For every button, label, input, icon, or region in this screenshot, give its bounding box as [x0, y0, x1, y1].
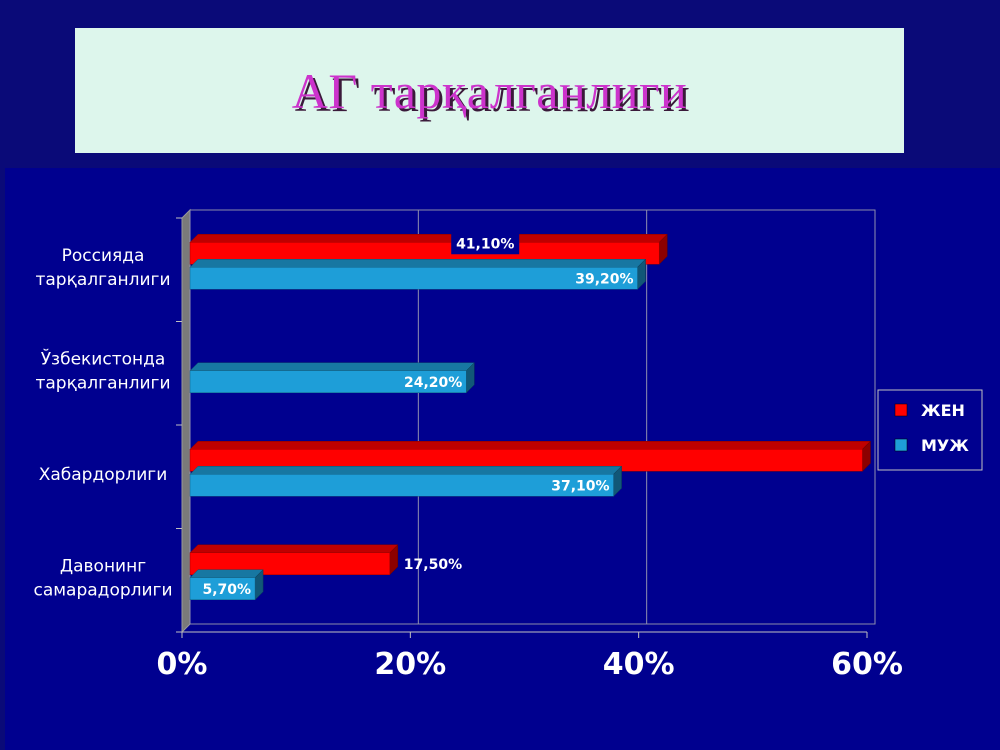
bar-front-face — [189, 474, 614, 497]
bar-top-face — [189, 259, 647, 268]
bar-front-face — [189, 267, 638, 290]
category-label: самарадорлиги — [33, 580, 172, 600]
bar-front-face — [189, 370, 467, 393]
bar-chart: 0% 20% 40% 60% Россияда тарқалганлиги 41,10% 39… — [33, 208, 983, 682]
bar-top-face — [189, 544, 399, 553]
legend-entry: ЖЕН — [921, 401, 965, 420]
data-label: 37,10% — [551, 478, 609, 494]
data-label: 39,20% — [575, 271, 633, 287]
bar-front-face — [189, 552, 391, 575]
bar-men — [189, 569, 264, 601]
legend-entry: МУЖ — [921, 436, 969, 455]
x-tick-label: 0% — [157, 647, 208, 682]
chart-panel: 0% 20% 40% 60% Россияда тарқалганлиги 41,10% 39… — [5, 168, 1000, 750]
bar-top-face — [189, 234, 668, 243]
x-tick-label: 40% — [603, 647, 675, 682]
category-label: Россияда — [62, 246, 145, 266]
category-label: Ўзбекистонда — [41, 347, 166, 369]
data-label: 41,10% — [456, 236, 514, 252]
bar-men — [189, 258, 647, 290]
data-label: 5,70% — [202, 582, 251, 598]
bar-front-face — [189, 577, 256, 600]
title-box: АГ тарқалганлиги — [75, 28, 904, 153]
data-label: 24,20% — [404, 375, 462, 391]
bar-top-face — [189, 569, 264, 578]
bar-women — [189, 544, 399, 576]
category-label: Давонинг — [60, 556, 146, 576]
legend: ЖЕН МУЖ — [877, 389, 983, 471]
x-tick-label: 60% — [831, 647, 903, 682]
x-tick-label: 20% — [374, 647, 446, 682]
data-label: 17,50% — [404, 557, 462, 573]
category-label: тарқалганлиги — [35, 373, 170, 393]
bar-top-face — [189, 362, 475, 371]
legend-swatch — [894, 403, 908, 417]
bar-top-face — [189, 466, 623, 475]
legend-box — [877, 389, 983, 471]
legend-swatch — [894, 438, 908, 452]
bar-women — [189, 440, 872, 472]
bar-top-face — [189, 441, 872, 450]
bar-women — [189, 233, 668, 265]
bar-men — [189, 465, 623, 497]
slide-title: АГ тарқалганлиги — [291, 62, 688, 119]
data-label-box — [451, 232, 520, 255]
plot-side-wall — [181, 208, 191, 634]
bar-men — [189, 362, 475, 394]
category-label: Хабардорлиги — [39, 465, 168, 485]
category-label: тарқалганлиги — [35, 270, 170, 290]
